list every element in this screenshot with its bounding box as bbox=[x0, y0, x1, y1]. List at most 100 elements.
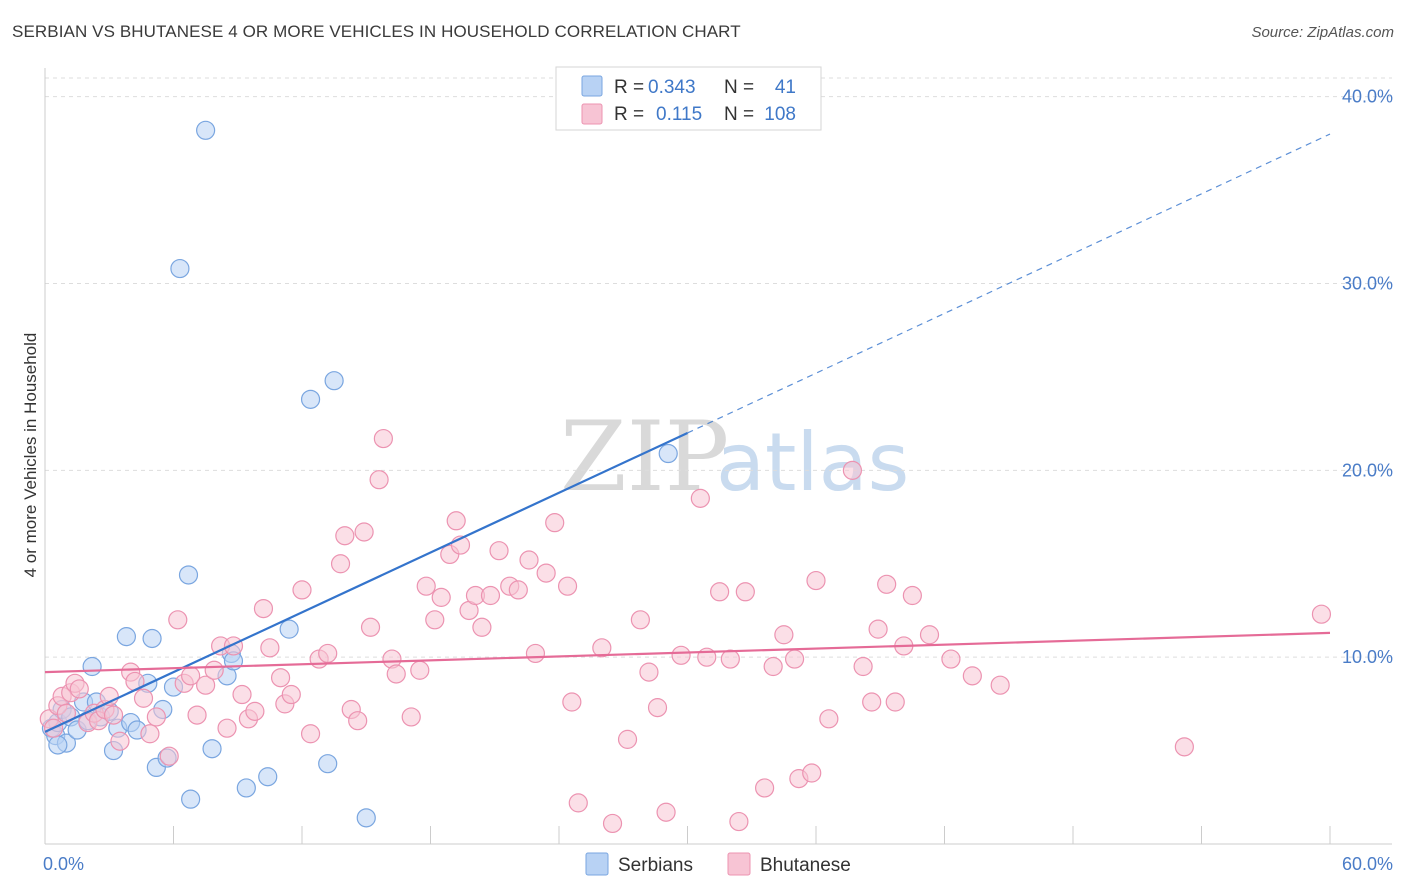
bhutanese-point bbox=[270, 668, 291, 688]
bhutanese-point bbox=[729, 811, 749, 832]
bhutanese-points bbox=[39, 428, 1332, 834]
x-tick-labels: 0.0% 60.0% bbox=[43, 854, 1393, 874]
bhutanese-point bbox=[647, 698, 668, 718]
legend-r-value-bhutanese: 0.115 bbox=[656, 104, 702, 125]
bhutanese-point bbox=[962, 666, 982, 686]
serbian-point bbox=[318, 754, 338, 774]
bhutanese-point bbox=[300, 724, 321, 744]
chart-title: SERBIAN VS BHUTANESE 4 OR MORE VEHICLES … bbox=[12, 22, 741, 41]
serbian-point bbox=[300, 389, 321, 409]
bhutanese-point bbox=[335, 526, 355, 546]
serbian-point bbox=[82, 656, 102, 677]
legend-n-label: N = bbox=[724, 104, 754, 125]
legend-label-bhutanese: Bhutanese bbox=[760, 855, 851, 876]
bhutanese-point bbox=[720, 649, 740, 669]
bhutanese-point bbox=[369, 470, 389, 490]
serbian-point bbox=[236, 778, 256, 798]
legend-r-label: R = bbox=[614, 104, 644, 125]
bhutanese-point bbox=[819, 709, 839, 729]
bhutanese-point bbox=[103, 705, 124, 725]
serbian-point bbox=[116, 627, 136, 647]
bhutanese-point bbox=[318, 643, 338, 664]
bhutanese-point bbox=[472, 617, 492, 637]
bhutanese-point bbox=[508, 580, 528, 600]
legend-n-value-bhutanese: 108 bbox=[764, 104, 796, 125]
bhutanese-point bbox=[354, 522, 374, 542]
legend-n-label: N = bbox=[724, 77, 754, 98]
bhutanese-point bbox=[1174, 737, 1194, 757]
legend-swatch-serbian bbox=[585, 852, 609, 876]
bhutanese-point bbox=[630, 610, 650, 630]
y-tick-label: 10.0% bbox=[1342, 647, 1393, 667]
bhutanese-point bbox=[763, 656, 783, 677]
bhutanese-point bbox=[877, 574, 897, 594]
bhutanese-point bbox=[386, 664, 406, 684]
bhutanese-point bbox=[656, 802, 676, 822]
serbian-point bbox=[48, 735, 68, 755]
bhutanese-point bbox=[292, 580, 312, 600]
legend-label-serbians: Serbians bbox=[618, 855, 693, 876]
y-tick-labels: 10.0% 20.0% 30.0% 40.0% bbox=[1342, 87, 1393, 667]
bhutanese-point bbox=[1311, 604, 1332, 624]
serbian-point bbox=[356, 808, 376, 828]
bhutanese-point bbox=[416, 576, 436, 596]
x-tick-label: 60.0% bbox=[1342, 854, 1393, 874]
bhutanese-point bbox=[545, 513, 565, 533]
y-tick-label: 30.0% bbox=[1342, 274, 1393, 294]
legend-bottom: Serbians Bhutanese bbox=[585, 852, 851, 876]
serbian-point bbox=[279, 619, 299, 639]
y-axis-label: 4 or more Vehicles in Household bbox=[21, 333, 40, 578]
bhutanese-point bbox=[568, 793, 588, 813]
serbian-trend-extension bbox=[687, 133, 1331, 434]
serbian-point bbox=[178, 565, 199, 585]
serbian-point bbox=[202, 739, 222, 759]
bhutanese-point bbox=[330, 554, 351, 574]
bhutanese-point bbox=[425, 610, 445, 630]
bhutanese-point bbox=[990, 675, 1010, 695]
bhutanese-point bbox=[373, 428, 393, 449]
bhutanese-point bbox=[842, 460, 863, 480]
bhutanese-point bbox=[159, 746, 179, 766]
bhutanese-point bbox=[885, 692, 905, 712]
bhutanese-point bbox=[592, 638, 612, 658]
serbian-point bbox=[258, 767, 278, 787]
bhutanese-point bbox=[489, 541, 509, 561]
serbian-point bbox=[196, 120, 216, 140]
bhutanese-point bbox=[919, 625, 940, 645]
x-tick-label: 0.0% bbox=[43, 854, 84, 874]
bhutanese-point bbox=[710, 582, 730, 602]
serbian-point bbox=[170, 258, 190, 279]
trend-lines bbox=[44, 133, 1331, 733]
bhutanese-point bbox=[536, 563, 556, 583]
y-tick-label: 40.0% bbox=[1342, 87, 1393, 107]
bhutanese-point bbox=[690, 488, 710, 508]
bhutanese-point bbox=[862, 692, 882, 712]
bhutanese-point bbox=[232, 684, 252, 705]
bhutanese-point bbox=[639, 662, 659, 682]
bhutanese-point bbox=[410, 660, 430, 680]
serbian-point bbox=[658, 443, 678, 464]
bhutanese-point bbox=[253, 598, 274, 619]
bhutanese-point bbox=[168, 610, 188, 630]
bhutanese-point bbox=[941, 649, 961, 669]
watermark-atlas: atlas bbox=[716, 416, 909, 509]
bhutanese-point bbox=[617, 729, 638, 749]
bhutanese-point bbox=[146, 707, 166, 727]
bhutanese-point bbox=[519, 550, 539, 570]
bhutanese-point bbox=[431, 587, 451, 607]
legend-swatch-serbian bbox=[581, 75, 603, 97]
legend-r-value-serbian: 0.343 bbox=[648, 77, 696, 98]
legend-r-label: R = bbox=[614, 77, 644, 98]
bhutanese-point bbox=[735, 582, 755, 602]
bhutanese-point bbox=[853, 656, 873, 677]
bhutanese-point bbox=[245, 701, 265, 721]
y-tick-label: 20.0% bbox=[1342, 460, 1393, 480]
legend-top: R = 0.343 N = 41 R = 0.115 N = 108 bbox=[555, 66, 822, 131]
bhutanese-point bbox=[217, 718, 237, 738]
bhutanese-point bbox=[525, 643, 546, 664]
bhutanese-point bbox=[140, 724, 160, 744]
bhutanese-point bbox=[69, 679, 89, 699]
bhutanese-point bbox=[281, 684, 301, 705]
serbian-trend-line bbox=[44, 431, 688, 733]
